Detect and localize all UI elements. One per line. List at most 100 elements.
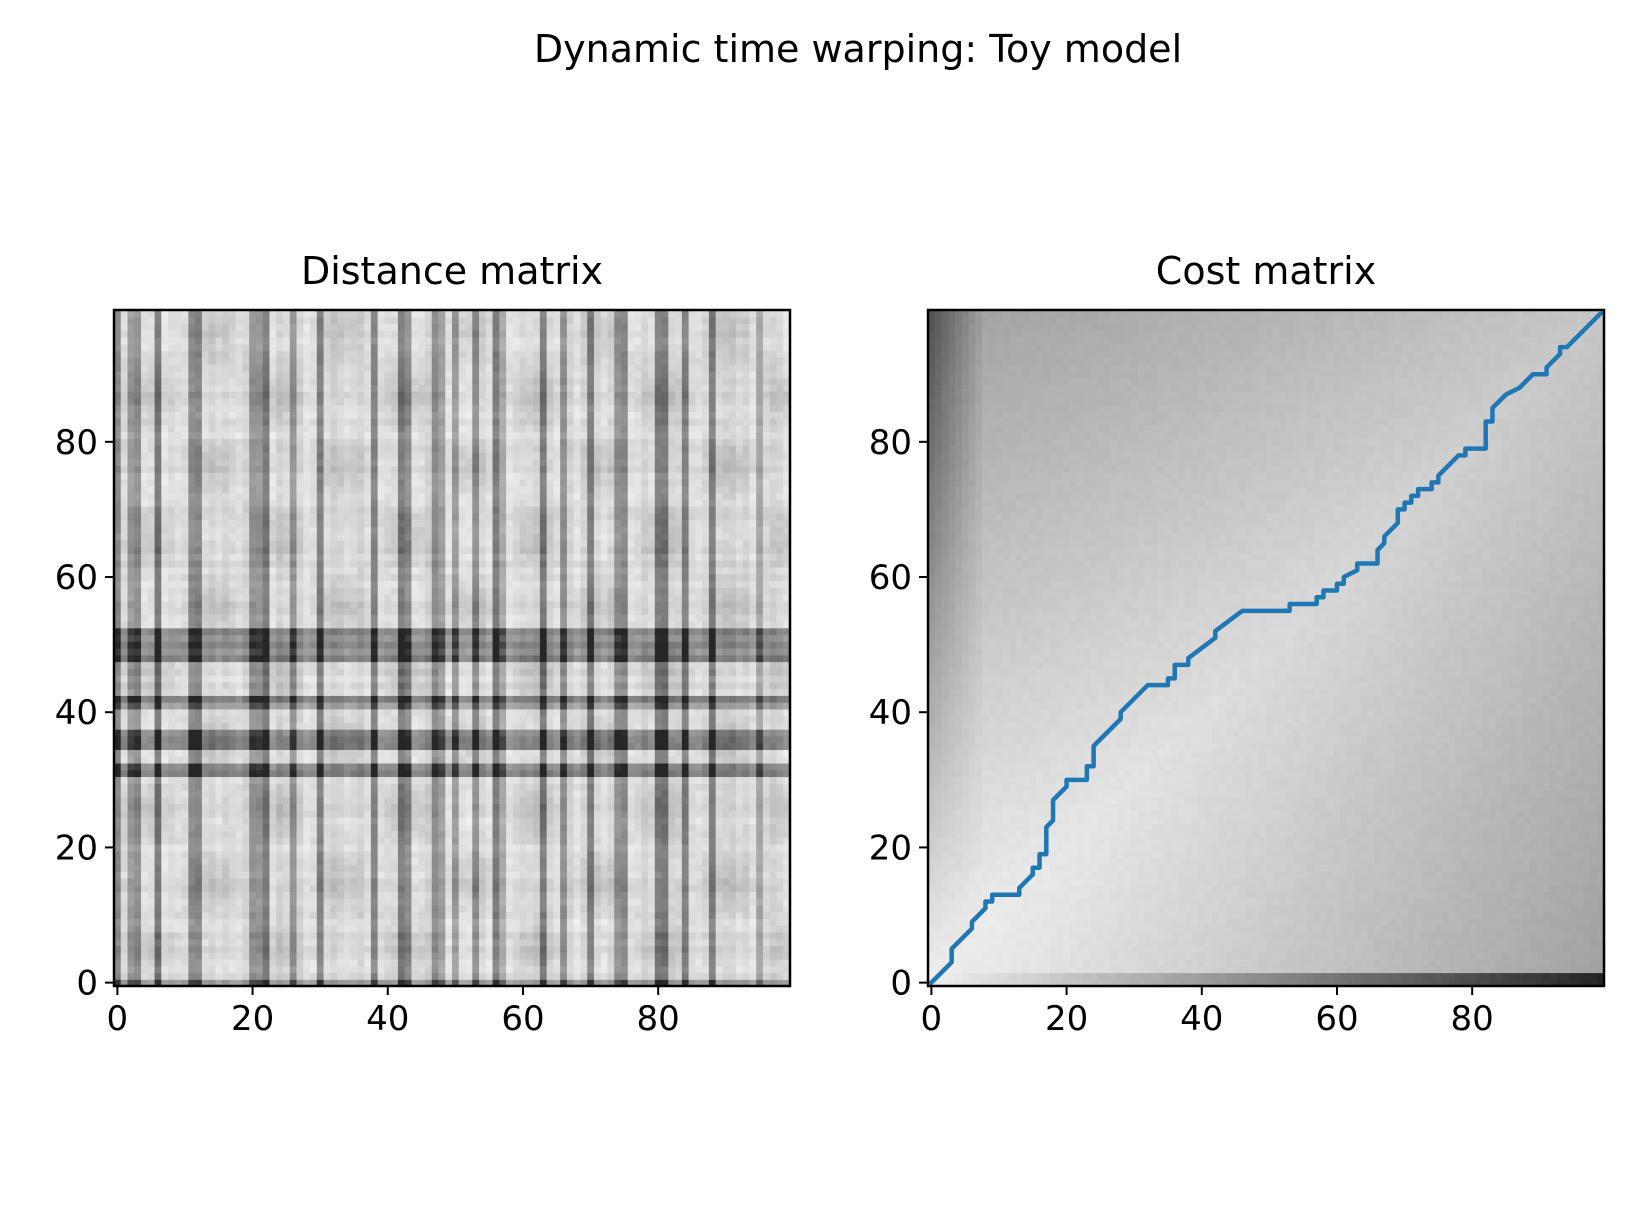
distance-cell [141,966,148,973]
distance-cell [547,770,554,777]
distance-cell [195,695,202,702]
distance-cell [161,790,168,797]
distance-cell [310,803,317,810]
distance-cell [695,648,702,655]
distance-cell [716,702,723,709]
distance-cell [607,763,614,770]
distance-cell [743,864,750,871]
distance-cell [736,729,743,736]
distance-cell [506,770,513,777]
distance-cell [743,695,750,702]
distance-cell [330,858,337,865]
distance-cell [236,695,243,702]
distance-cell [526,871,533,878]
distance-cell [648,844,655,851]
distance-cell [553,797,560,804]
distance-cell [242,932,249,939]
distance-cell [655,918,662,925]
distance-cell [438,756,445,763]
distance-cell [269,972,276,979]
distance-cell [607,668,614,675]
distance-cell [641,797,648,804]
distance-cell [587,797,594,804]
distance-cell [466,932,473,939]
distance-cell [776,810,783,817]
distance-cell [722,885,729,892]
distance-cell [533,803,540,810]
distance-cell [662,878,669,885]
distance-cell [222,695,229,702]
distance-cell [398,716,405,723]
distance-cell [128,776,135,783]
distance-cell [607,952,614,959]
distance-cell [283,648,290,655]
distance-cell [452,905,459,912]
distance-cell [175,790,182,797]
distance-cell [384,891,391,898]
distance-cell [290,925,297,932]
distance-cell [405,851,412,858]
distance-cell [161,912,168,919]
distance-cell [648,891,655,898]
distance-cell [648,959,655,966]
distance-cell [466,831,473,838]
distance-cell [486,871,493,878]
distance-cell [587,743,594,750]
distance-cell [134,709,141,716]
distance-cell [384,959,391,966]
distance-cell [770,763,777,770]
distance-cell [655,702,662,709]
distance-cell [662,736,669,743]
distance-cell [229,885,236,892]
distance-cell [222,837,229,844]
distance-cell [635,912,642,919]
distance-cell [371,668,378,675]
distance-cell [621,925,628,932]
distance-cell [351,702,358,709]
distance-cell [398,770,405,777]
distance-cell [716,945,723,952]
distance-cell [276,655,283,662]
distance-cell [466,722,473,729]
distance-cell [209,918,216,925]
distance-cell [682,695,689,702]
distance-cell [655,824,662,831]
distance-cell [445,932,452,939]
distance-cell [756,912,763,919]
distance-cell [648,749,655,756]
distance-cell [155,655,162,662]
distance-cell [236,871,243,878]
distance-cell [297,770,304,777]
distance-cell [229,912,236,919]
distance-cell [256,803,263,810]
distance-cell [770,770,777,777]
distance-cell [378,891,385,898]
distance-cell [215,939,222,946]
distance-cell [236,729,243,736]
distance-cell [635,648,642,655]
distance-cell [297,932,304,939]
distance-cell [668,803,675,810]
distance-cell [391,831,398,838]
distance-cell [324,689,331,696]
distance-cell [628,952,635,959]
distance-cell [378,743,385,750]
distance-cell [182,675,189,682]
distance-cell [472,837,479,844]
distance-cell [344,729,351,736]
distance-cell [466,783,473,790]
distance-cell [587,945,594,952]
distance-cell [702,871,709,878]
distance-cell [770,702,777,709]
distance-cell [479,749,486,756]
distance-cell [682,749,689,756]
distance-cell [776,918,783,925]
distance-cell [682,905,689,912]
distance-cell [364,932,371,939]
distance-cell [398,763,405,770]
distance-cell [729,803,736,810]
distance-cell [689,952,696,959]
distance-cell [567,716,574,723]
distance-cell [722,783,729,790]
distance-cell [580,749,587,756]
